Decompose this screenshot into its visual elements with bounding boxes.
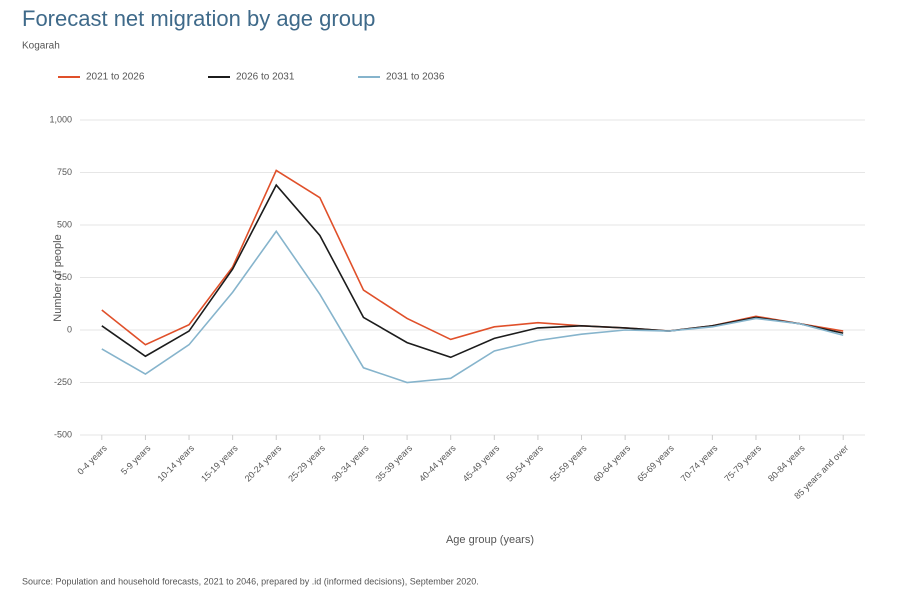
y-tick-label: 250 <box>57 272 72 282</box>
x-tick-label: 25-29 years <box>286 443 327 484</box>
x-tick-label: 30-34 years <box>330 443 371 484</box>
source-note: Source: Population and household forecas… <box>22 576 479 586</box>
x-tick-label: 0-4 years <box>75 443 109 477</box>
x-tick-label: 55-59 years <box>548 443 589 484</box>
chart-title: Forecast net migration by age group <box>22 6 375 31</box>
line <box>101 183 844 359</box>
x-tick-label: 35-39 years <box>373 443 414 484</box>
y-tick-label: -250 <box>54 377 72 387</box>
line <box>101 229 844 384</box>
y-tick-label: 0 <box>67 324 72 334</box>
y-tick-label: -500 <box>54 429 72 439</box>
x-tick-label: 20-24 years <box>243 443 284 484</box>
x-tick-label: 75-79 years <box>722 443 763 484</box>
x-tick-label: 5-9 years <box>119 443 153 477</box>
x-tick-label: 60-64 years <box>592 443 633 484</box>
x-tick-label: 10-14 years <box>155 443 196 484</box>
x-tick-label: 40-44 years <box>417 443 458 484</box>
x-tick-label: 15-19 years <box>199 443 240 484</box>
y-tick-label: 1,000 <box>49 114 72 124</box>
chart-subtitle: Kogarah <box>22 41 60 52</box>
legend-label: 2031 to 2036 <box>386 72 445 83</box>
x-axis-label: Age group (years) <box>446 534 534 546</box>
x-tick-label: 70-74 years <box>679 443 720 484</box>
legend-label: 2026 to 2031 <box>236 72 295 83</box>
line <box>101 169 844 346</box>
legend-label: 2021 to 2026 <box>86 72 145 83</box>
x-tick-label: 80-84 years <box>766 443 807 484</box>
y-tick-label: 750 <box>57 167 72 177</box>
x-tick-label: 65-69 years <box>635 443 676 484</box>
x-tick-label: 45-49 years <box>461 443 502 484</box>
y-axis-label: Number of people <box>52 234 64 321</box>
y-tick-label: 500 <box>57 219 72 229</box>
x-tick-label: 50-54 years <box>504 443 545 484</box>
